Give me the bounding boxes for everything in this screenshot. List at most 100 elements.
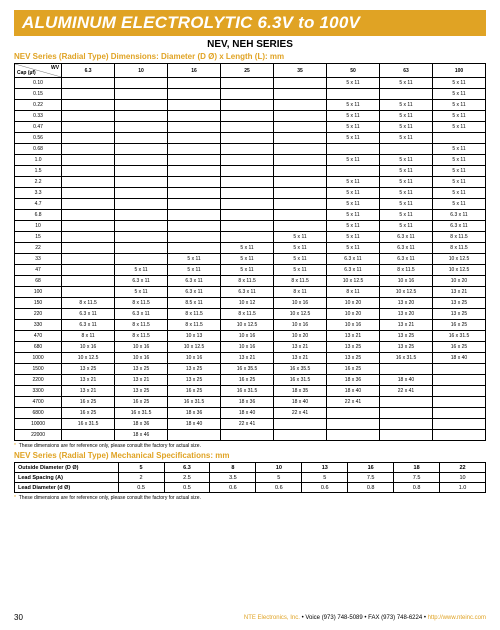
corner-cell: WVCap (µf) <box>15 64 62 78</box>
dim-cell: 5 x 11 <box>327 199 380 210</box>
cap-cell: 220 <box>15 309 62 320</box>
dim-cell <box>62 430 115 441</box>
dim-cell <box>168 177 221 188</box>
cap-cell: 680 <box>15 342 62 353</box>
dim-cell: 18 x 35 <box>274 386 327 397</box>
dim-cell <box>168 210 221 221</box>
mech-cell: 0.6 <box>210 483 256 493</box>
dim-cell: 13 x 25 <box>432 298 485 309</box>
dim-cell: 13 x 21 <box>62 386 115 397</box>
dim-cell: 10 x 12.5 <box>380 287 433 298</box>
dim-cell <box>168 430 221 441</box>
dim-cell: 18 x 40 <box>274 397 327 408</box>
dim-cell: 8 x 11.5 <box>168 320 221 331</box>
dim-cell <box>62 89 115 100</box>
dim-cell: 13 x 21 <box>115 375 168 386</box>
dim-cell <box>380 144 433 155</box>
mech-cell: 3.5 <box>210 473 256 483</box>
dim-cell: 16 x 25 <box>432 342 485 353</box>
dim-cell <box>327 419 380 430</box>
dim-cell: 13 x 20 <box>380 309 433 320</box>
cap-cell: 3300 <box>15 386 62 397</box>
dim-cell <box>221 210 274 221</box>
table-row: 0.155 x 11 <box>15 89 486 100</box>
wv-header: 16 <box>168 64 221 78</box>
dim-cell: 5 x 11 <box>432 188 485 199</box>
mech-header: 13 <box>302 463 348 473</box>
table-row: 4.75 x 115 x 115 x 11 <box>15 199 486 210</box>
dim-cell: 16 x 25 <box>327 364 380 375</box>
table-row: 475 x 115 x 115 x 115 x 116.3 x 118 x 11… <box>15 265 486 276</box>
dim-cell: 5 x 11 <box>327 243 380 254</box>
dim-cell: 5 x 11 <box>432 177 485 188</box>
dim-cell <box>274 166 327 177</box>
dim-cell <box>168 144 221 155</box>
dim-cell <box>274 144 327 155</box>
cap-cell: 0.10 <box>15 78 62 89</box>
dim-cell <box>62 232 115 243</box>
dim-cell <box>168 133 221 144</box>
cap-cell: 6800 <box>15 408 62 419</box>
dim-cell: 5 x 11 <box>327 111 380 122</box>
dim-cell: 18 x 40 <box>432 353 485 364</box>
dim-cell: 18 x 36 <box>168 408 221 419</box>
dim-cell: 18 x 40 <box>327 386 380 397</box>
dim-cell: 8 x 11.5 <box>221 309 274 320</box>
table-row: 2200018 x 46 <box>15 430 486 441</box>
dim-cell: 5 x 11 <box>380 100 433 111</box>
dim-cell <box>62 133 115 144</box>
dim-cell: 5 x 11 <box>380 155 433 166</box>
dim-cell <box>432 408 485 419</box>
section2-heading: NEV Series (Radial Type) Mechanical Spec… <box>14 451 486 460</box>
dim-cell <box>274 155 327 166</box>
cap-cell: 470 <box>15 331 62 342</box>
cap-cell: 68 <box>15 276 62 287</box>
dim-cell: 22 x 41 <box>327 397 380 408</box>
dim-cell: 8 x 11.5 <box>62 298 115 309</box>
dim-cell <box>115 89 168 100</box>
dim-cell <box>62 177 115 188</box>
dim-cell: 5 x 11 <box>327 232 380 243</box>
table-row: 1.05 x 115 x 115 x 11 <box>15 155 486 166</box>
cap-cell: 33 <box>15 254 62 265</box>
cap-cell: 3.3 <box>15 188 62 199</box>
dim-cell <box>432 430 485 441</box>
cap-cell: 0.15 <box>15 89 62 100</box>
dim-cell: 5 x 11 <box>432 100 485 111</box>
dim-cell: 16 x 31.5 <box>380 353 433 364</box>
dim-cell: 5 x 11 <box>327 188 380 199</box>
cap-cell: 10000 <box>15 419 62 430</box>
dim-cell <box>221 122 274 133</box>
dim-cell: 13 x 21 <box>380 320 433 331</box>
dim-cell: 6.3 x 11 <box>380 243 433 254</box>
cap-cell: 10 <box>15 221 62 232</box>
mech-header: 16 <box>348 463 394 473</box>
dim-cell: 16 x 25 <box>62 397 115 408</box>
dim-cell: 13 x 21 <box>274 353 327 364</box>
dim-cell: 13 x 20 <box>380 298 433 309</box>
dim-cell <box>327 144 380 155</box>
dim-cell: 8 x 11.5 <box>115 298 168 309</box>
dim-cell: 18 x 46 <box>115 430 168 441</box>
dim-cell <box>274 210 327 221</box>
dim-cell <box>115 188 168 199</box>
dim-cell <box>432 364 485 375</box>
dim-cell: 13 x 21 <box>274 342 327 353</box>
dim-cell <box>274 89 327 100</box>
dim-cell: 13 x 25 <box>380 331 433 342</box>
dim-cell: 5 x 11 <box>432 166 485 177</box>
dim-cell: 10 x 16 <box>221 342 274 353</box>
dim-cell <box>115 166 168 177</box>
dim-cell <box>168 155 221 166</box>
dim-cell <box>221 133 274 144</box>
dim-cell: 5 x 11 <box>327 122 380 133</box>
dim-cell: 6.3 x 11 <box>115 309 168 320</box>
dim-cell: 16 x 25 <box>432 320 485 331</box>
dim-cell <box>432 386 485 397</box>
dim-cell: 5 x 11 <box>168 254 221 265</box>
mech-cell: 1.0 <box>440 483 486 493</box>
footer-link[interactable]: http://www.nteinc.com <box>428 615 486 621</box>
dim-cell: 5 x 11 <box>380 199 433 210</box>
mech-cell: 10 <box>440 473 486 483</box>
dim-cell: 16 x 25 <box>168 386 221 397</box>
